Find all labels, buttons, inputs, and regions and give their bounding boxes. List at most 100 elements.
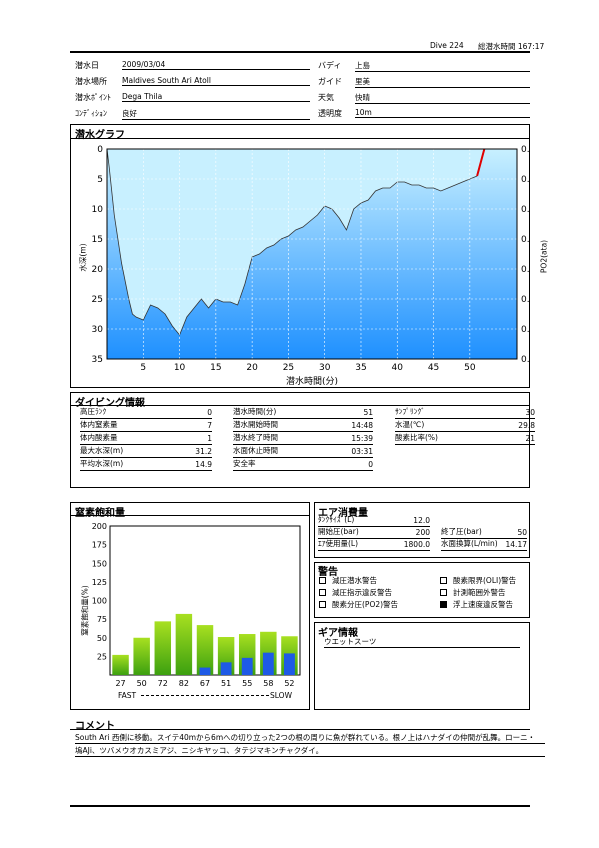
end-pressure-value: 50 [505,528,527,539]
dive-info-key: ｻﾝﾌﾟﾘﾝｸﾞ [395,406,475,419]
y-tick-label: 10 [92,205,104,215]
n2-category-label: 67 [200,679,210,688]
place-label: 潜水場所 [75,77,107,86]
dive-info-key: 安全率 [233,458,313,471]
weather-value: 快晴 [355,92,530,104]
buddy-value: 上島 [355,60,530,72]
y-tick-label: 5 [97,175,103,185]
dive-info-key: 水温(℃) [395,419,475,432]
n2-y-tick-label: 100 [92,597,107,606]
footer-rule [70,805,530,807]
x-axis-label: 潜水時間(分) [286,375,338,387]
n2-category-label: 50 [137,679,147,688]
comment-title-rule [70,729,530,730]
n2-category-label: 27 [115,679,125,688]
warning-label: 減圧指示違反警告 [332,588,392,597]
comment-title: コメント [75,721,115,732]
start-pressure-value: 200 [400,528,430,539]
visibility-label: 透明度 [318,109,342,118]
slow-label: SLOW [270,691,292,700]
condition-value: 良好 [122,108,310,120]
dive-info-key: 潜水終了時間 [233,432,313,445]
dive-graph-title-rule [70,138,530,139]
y2-tick-label: 0.73 [521,295,530,305]
n2-green-bar [154,621,172,675]
condition-label: ｺﾝﾃﾞｨｼｮﾝ [75,109,107,118]
surface-rate-value: 14.17 [505,540,527,551]
dive-info-title: ダイビング情報 [75,398,145,409]
gear-title: ギア情報 [318,628,358,639]
air-used-label: ｴｱ使用量(L) [318,538,400,551]
dive-info-value: 7 [162,421,212,432]
x-tick-label: 15 [210,363,221,373]
warning-item: 酸素分圧(PO2)警告 [319,599,398,610]
warning-item: 計測範囲外警告 [440,587,506,598]
po2-axis-label: PO2(ata) [539,239,549,274]
total-dive-time: 総潜水時間 167:17 [478,42,545,51]
n2-category-label: 82 [179,679,189,688]
y2-tick-label: 0.84 [521,325,530,335]
dive-depth-chart: 5 10 15 20 25 30 35 40 45 50 0 5 10 15 20 25 30 35 0.21 0.3… [92,145,530,387]
tank-size-value: 12.0 [400,516,430,527]
dive-info-value: 1 [162,434,212,445]
dive-info-key: 最大水深(m) [80,445,162,458]
tank-size-label: ﾀﾝｸｻｲｽﾞ(L) [318,514,400,527]
dive-info-row: 酸素比率(%) 21 [395,432,535,445]
dive-info-row: ｻﾝﾌﾟﾘﾝｸﾞ 30 [395,406,535,419]
n2-y-tick-label: 175 [92,541,107,550]
y-tick-label: 20 [92,265,104,275]
dive-info-value: 21 [475,434,535,445]
n2-blue-bar [262,652,274,675]
y-tick-label: 15 [92,235,103,245]
warning-checkbox [319,577,326,584]
comment-line-1: South Ari 西側に移動。スイテ40mから6mへの切り立った2つの根の周り… [75,732,545,744]
n2-category-label: 52 [284,679,294,688]
dive-info-title-rule [70,405,530,406]
date-label: 潜水日 [75,61,99,70]
dive-info-value: 30 [475,408,535,419]
comment-line-2: 塢AJi、ツバメウオカスミアジ、ニシキヤッコ、タテジマキンチャクダイ。 [75,745,545,757]
n2-blue-bar [284,653,295,675]
visibility-value: 10m [355,108,530,118]
y2-tick-label: 0.21 [521,145,530,155]
x-tick-label: 30 [319,363,331,373]
point-label: 潜水ﾎﾟｲﾝﾄ [75,93,111,102]
n2-blue-bar [241,657,253,675]
warning-item: 減圧潜水警告 [319,575,377,586]
fast-slow-line [141,695,269,696]
warning-label: 酸素限界(OLI)警告 [453,576,517,585]
dive-info-value: 03:31 [313,447,373,458]
dive-info-row: 潜水終了時間 15:39 [233,432,373,445]
dive-info-row: 潜水開始時間 14:48 [233,419,373,432]
warning-checkbox [440,589,447,596]
x-tick-label: 40 [392,363,404,373]
dive-info-value: 15:39 [313,434,373,445]
n2-blue-bar [199,667,211,675]
place-value: Maldives South Ari Atoll [122,76,310,86]
dive-info-row: 水面休止時間 03:31 [233,445,373,458]
warning-checkbox [319,589,326,596]
dive-info-value: 31.2 [162,447,212,458]
dive-info-row: 高圧ﾗﾝｸ 0 [80,406,212,419]
n2-category-label: 72 [158,679,168,688]
dive-info-value: 14.9 [162,460,212,471]
n2-green-bar [175,613,193,675]
guide-label: ガイド [318,77,342,86]
guide-value: 里美 [355,76,530,88]
dive-info-row: 最大水深(m) 31.2 [80,445,212,458]
y-tick-label: 35 [92,355,103,365]
air-used-value: 1800.0 [400,540,430,551]
x-tick-label: 20 [246,363,258,373]
n2-green-bar [133,637,150,675]
n2-y-tick-label: 125 [92,578,107,587]
dive-info-key: 潜水開始時間 [233,419,313,432]
air-title: エア消費量 [318,508,368,519]
x-tick-label: 10 [174,363,186,373]
n2-blue-bar [220,662,232,675]
end-pressure-label: 終了圧(bar) [441,526,505,539]
fast-label: FAST [118,691,137,700]
warning-checkbox [440,577,447,584]
dive-info-key: 酸素比率(%) [395,432,475,445]
n2-y-tick-label: 75 [97,615,107,624]
n2-green-bar [196,625,214,675]
